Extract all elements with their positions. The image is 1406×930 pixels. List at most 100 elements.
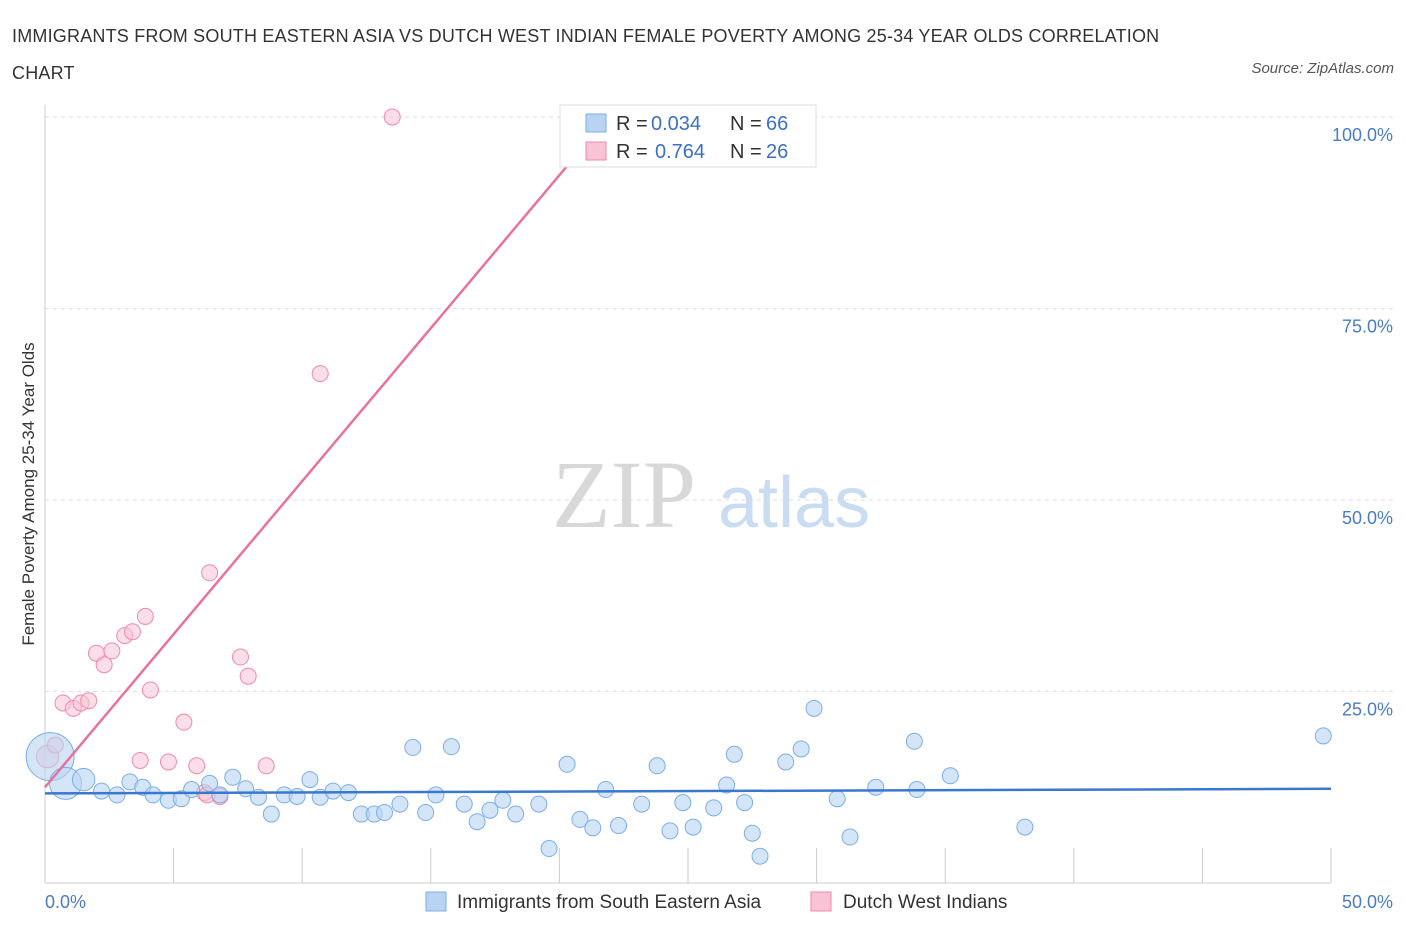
data-point-immigrants-south-eastern-asia (288, 787, 306, 805)
legend-n-label-2: N = (730, 141, 762, 163)
data-point-immigrants-south-eastern-asia (751, 847, 769, 865)
data-point-dutch-west-indians (175, 713, 193, 731)
legend-label-dutch: Dutch West Indians (843, 892, 1007, 913)
data-point-dutch-west-indians (311, 365, 329, 383)
legend-n-value-1: 66 (766, 113, 788, 135)
legend-r-label-1: R = (616, 113, 648, 135)
data-point-dutch-west-indians (141, 681, 159, 699)
legend-n-label-1: N = (730, 113, 762, 135)
series-immigrants-south-eastern-asia (25, 699, 1332, 865)
data-point-immigrants-south-eastern-asia (736, 794, 754, 812)
watermark-zip: ZIP (552, 441, 696, 548)
legend-swatch-blue (585, 113, 607, 133)
trend-lines (44, 116, 1332, 795)
legend-r-value-1: 0.034 (651, 113, 701, 135)
data-point-dutch-west-indians (383, 108, 401, 126)
legend-label-immigrants: Immigrants from South Eastern Asia (457, 892, 762, 913)
data-point-immigrants-south-eastern-asia (211, 786, 229, 804)
data-point-immigrants-south-eastern-asia (558, 755, 576, 773)
data-point-dutch-west-indians (188, 757, 206, 775)
data-point-dutch-west-indians (95, 656, 113, 674)
data-point-immigrants-south-eastern-asia (597, 781, 615, 799)
data-point-immigrants-south-eastern-asia (777, 753, 795, 771)
data-point-dutch-west-indians (131, 751, 149, 769)
data-point-immigrants-south-eastern-asia (108, 786, 126, 804)
y-tick-label: 50.0% (1342, 508, 1393, 528)
data-point-immigrants-south-eastern-asia (262, 805, 280, 823)
data-point-dutch-west-indians (80, 692, 98, 710)
trend-line-immigrants (44, 787, 1332, 795)
x-tick-label-max: 50.0% (1342, 892, 1393, 912)
data-point-immigrants-south-eastern-asia (584, 819, 602, 837)
data-point-immigrants-south-eastern-asia (455, 795, 473, 813)
data-point-dutch-west-indians (201, 564, 219, 582)
series-legend: Immigrants from South Eastern Asia Dutch… (425, 891, 1007, 913)
legend-swatch-immigrants (425, 891, 447, 912)
data-point-dutch-west-indians (159, 753, 177, 771)
data-point-immigrants-south-eastern-asia (841, 828, 859, 846)
data-point-immigrants-south-eastern-asia (648, 757, 666, 775)
data-point-immigrants-south-eastern-asia (494, 791, 512, 809)
y-axis-tick-labels: 100.0% 75.0% 50.0% 25.0% (1332, 125, 1393, 720)
legend-r-value-2: 0.764 (655, 141, 705, 163)
data-point-dutch-west-indians (103, 642, 121, 660)
watermark: ZIP atlas (552, 441, 870, 548)
y-tick-label: 100.0% (1332, 125, 1393, 145)
data-point-immigrants-south-eastern-asia (905, 732, 923, 750)
data-point-immigrants-south-eastern-asia (828, 790, 846, 808)
data-point-dutch-west-indians (123, 623, 141, 641)
data-point-immigrants-south-eastern-asia (224, 768, 242, 786)
data-point-immigrants-south-eastern-asia (743, 824, 761, 842)
data-point-dutch-west-indians (136, 607, 154, 625)
data-point-immigrants-south-eastern-asia (468, 813, 486, 831)
legend-swatch-pink (585, 141, 607, 161)
data-point-immigrants-south-eastern-asia (718, 776, 736, 794)
data-point-immigrants-south-eastern-asia (442, 738, 460, 756)
data-point-immigrants-south-eastern-asia (201, 774, 219, 792)
grid-lines (45, 116, 1393, 692)
x-tick-label-min: 0.0% (45, 892, 86, 912)
data-point-immigrants-south-eastern-asia (183, 781, 201, 799)
data-point-immigrants-south-eastern-asia (1016, 818, 1034, 836)
data-point-dutch-west-indians (257, 757, 275, 775)
data-point-immigrants-south-eastern-asia (507, 805, 525, 823)
series-dutch-west-indians (35, 108, 401, 805)
data-point-immigrants-south-eastern-asia (725, 745, 743, 763)
data-point-immigrants-south-eastern-asia (867, 778, 885, 796)
data-point-immigrants-south-eastern-asia (805, 699, 823, 717)
data-point-immigrants-south-eastern-asia (941, 767, 959, 785)
data-point-immigrants-south-eastern-asia (427, 786, 445, 804)
data-point-immigrants-south-eastern-asia (661, 822, 679, 840)
data-point-immigrants-south-eastern-asia (530, 795, 548, 813)
data-point-immigrants-south-eastern-asia (540, 840, 558, 858)
data-point-immigrants-south-eastern-asia (391, 795, 409, 813)
data-point-immigrants-south-eastern-asia (674, 794, 692, 812)
watermark-atlas: atlas (718, 463, 870, 543)
data-point-immigrants-south-eastern-asia (376, 804, 394, 822)
data-point-immigrants-south-eastern-asia (71, 767, 96, 792)
data-point-immigrants-south-eastern-asia (301, 771, 319, 789)
data-point-immigrants-south-eastern-asia (633, 795, 651, 813)
data-point-immigrants-south-eastern-asia (481, 801, 499, 819)
y-axis-label: Female Poverty Among 25-34 Year Olds (19, 342, 38, 645)
chart-title: IMMIGRANTS FROM SOUTH EASTERN ASIA VS DU… (12, 26, 1160, 83)
data-point-immigrants-south-eastern-asia (571, 810, 589, 828)
data-point-immigrants-south-eastern-asia (144, 786, 162, 804)
data-point-immigrants-south-eastern-asia (610, 817, 628, 835)
correlation-legend: R = 0.034 N = 66 R = 0.764 N = 26 (559, 104, 817, 168)
source-label: Source: ZipAtlas.com (1251, 60, 1394, 77)
data-point-immigrants-south-eastern-asia (404, 738, 422, 756)
data-point-immigrants-south-eastern-asia (792, 740, 810, 758)
x-axis-ticks (44, 848, 1332, 883)
data-point-dutch-west-indians (239, 667, 257, 685)
data-point-immigrants-south-eastern-asia (684, 818, 702, 836)
data-point-immigrants-south-eastern-asia (417, 804, 435, 822)
y-tick-label: 75.0% (1342, 317, 1393, 337)
legend-n-value-2: 26 (766, 141, 788, 163)
legend-r-label-2: R = (616, 141, 648, 163)
data-point-dutch-west-indians (231, 648, 249, 666)
data-point-immigrants-south-eastern-asia (93, 782, 111, 800)
y-tick-label: 25.0% (1342, 700, 1393, 720)
trend-line-dutch (44, 116, 610, 789)
